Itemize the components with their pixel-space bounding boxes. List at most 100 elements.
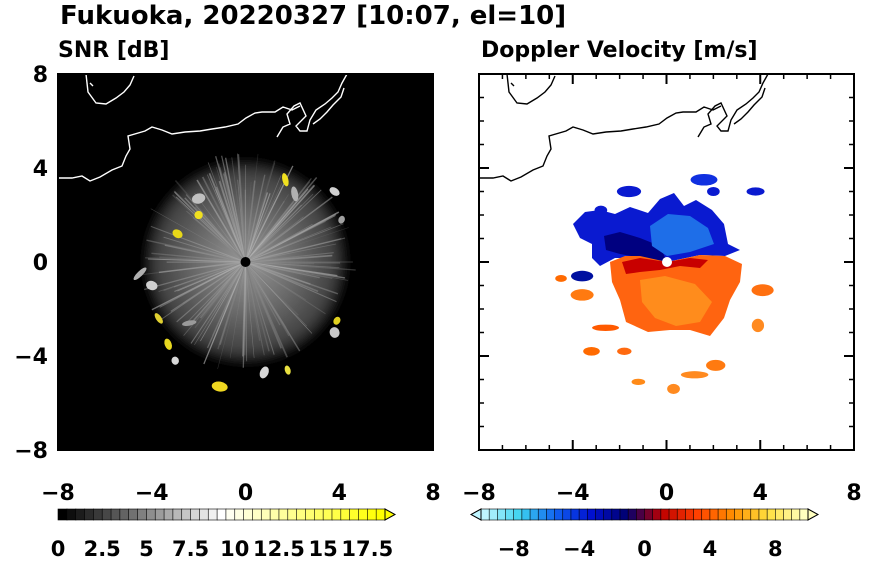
- snr-radial-streak: [244, 261, 246, 356]
- velocity-radar-site-marker: [662, 257, 672, 267]
- snr-edge-echo: [194, 210, 203, 220]
- snr-radial-streak: [245, 261, 299, 316]
- colorbar-cell: [595, 508, 605, 521]
- x-tick-label: 8: [425, 481, 440, 506]
- snr-radial-streak: [173, 190, 247, 263]
- snr-radial-streak: [245, 182, 283, 263]
- colorbar-cell: [480, 508, 490, 521]
- snr-radial-streak: [244, 261, 270, 352]
- snr-radial-streak: [245, 227, 349, 263]
- velocity-edge-echo: [592, 324, 620, 332]
- colorbar-cell: [260, 508, 271, 521]
- snr-radial-streak: [135, 261, 246, 276]
- snr-edge-echo: [338, 215, 345, 224]
- colorbar-cell: [627, 508, 637, 521]
- snr-radial-streak: [244, 261, 281, 326]
- snr-radial-streak: [245, 228, 307, 263]
- colorbar-cell: [163, 508, 174, 521]
- snr-radial-streak: [231, 157, 246, 263]
- y-tick-label: −8: [14, 439, 48, 464]
- colorbar-label: 10: [220, 537, 249, 561]
- snr-radial-streak: [177, 261, 246, 321]
- colorbar-cell: [199, 508, 209, 521]
- snr-edge-echo: [284, 365, 291, 375]
- snr-radial-streak: [146, 239, 246, 263]
- snr-radial-streak: [206, 261, 247, 349]
- snr-radial-streak: [237, 154, 247, 263]
- snr-radial-streak: [194, 261, 246, 346]
- colorbar-cell: [668, 508, 678, 521]
- colorbar-cell: [216, 508, 227, 521]
- velocity-edge-echo: [570, 289, 594, 301]
- velocity-edge-echo: [617, 347, 632, 355]
- velocity-edge-echo: [690, 173, 718, 186]
- colorbar-label: 7.5: [172, 537, 209, 561]
- colorbar-cell: [234, 508, 245, 521]
- y-tick-label: 0: [33, 251, 48, 276]
- colorbar-cell: [331, 508, 342, 521]
- snr-radial-streak: [245, 261, 338, 277]
- colorbar-cell: [521, 508, 531, 521]
- snr-radial-streak: [245, 261, 255, 359]
- snr-echo-rays: [135, 153, 356, 370]
- snr-radial-streak: [150, 225, 246, 263]
- snr-radial-streak: [185, 194, 246, 263]
- colorbar-cell: [101, 508, 112, 521]
- snr-radial-streak: [245, 223, 344, 263]
- colorbar-cell: [75, 508, 86, 521]
- colorbar-cell: [225, 508, 236, 521]
- snr-radial-streak: [245, 261, 320, 279]
- velocity-axis-ticks: −8 −4 0 4 8: [462, 73, 862, 506]
- x-tick-label: 8: [846, 481, 861, 506]
- colorbar-cell: [287, 508, 298, 521]
- snr-radial-streak: [219, 261, 247, 346]
- snr-radial-streak: [245, 261, 341, 264]
- colorbar-label: 4: [703, 537, 718, 561]
- snr-radial-streak: [196, 179, 247, 263]
- snr-radial-streak: [245, 261, 326, 315]
- colorbar-cell: [644, 508, 654, 521]
- snr-radial-streak: [151, 252, 246, 263]
- snr-radial-streak: [244, 261, 265, 356]
- x-tick-label: −4: [556, 481, 590, 506]
- snr-radial-streak: [217, 261, 246, 370]
- colorbar-label: 8: [768, 537, 783, 561]
- snr-edge-echo: [171, 356, 179, 365]
- velocity-edge-echo: [746, 187, 765, 196]
- snr-radial-streak: [245, 178, 312, 263]
- snr-edge-echo: [282, 173, 289, 187]
- y-tick-label: 8: [33, 63, 48, 88]
- x-tick-label: −8: [462, 481, 496, 506]
- x-tick-label: 4: [753, 481, 768, 506]
- snr-edge-echo: [133, 267, 147, 281]
- velocity-edge-echo: [616, 185, 642, 198]
- snr-radial-streak: [245, 196, 333, 263]
- snr-radial-streak: [194, 261, 247, 329]
- colorbar-label: 5: [139, 537, 154, 561]
- snr-radial-streak: [244, 261, 288, 358]
- colorbar-extend-min: [469, 508, 482, 521]
- colorbar-cell: [734, 508, 744, 521]
- snr-radial-streak: [215, 156, 247, 263]
- snr-radial-streak: [158, 261, 246, 274]
- colorbar-cell: [717, 508, 727, 521]
- colorbar-cell: [701, 508, 711, 521]
- snr-radial-streak: [245, 261, 313, 334]
- colorbar-cell: [119, 508, 130, 521]
- colorbar-cell: [128, 508, 139, 521]
- snr-edge-echo: [333, 316, 341, 325]
- snr-radial-streak: [245, 261, 318, 280]
- snr-radial-streak: [203, 261, 247, 365]
- snr-radial-streak: [211, 261, 246, 336]
- colorbar-cell: [505, 508, 515, 521]
- snr-radial-streak: [200, 261, 246, 342]
- snr-radial-streak: [245, 261, 248, 362]
- colorbar-cell: [66, 508, 77, 521]
- snr-radial-streak: [229, 261, 246, 358]
- colorbar-cell: [676, 508, 686, 521]
- colorbar-cell: [243, 508, 254, 521]
- snr-edge-echo: [164, 338, 172, 350]
- snr-radial-streak: [216, 186, 246, 263]
- snr-radial-streak: [192, 216, 246, 263]
- snr-radial-streak: [245, 261, 339, 295]
